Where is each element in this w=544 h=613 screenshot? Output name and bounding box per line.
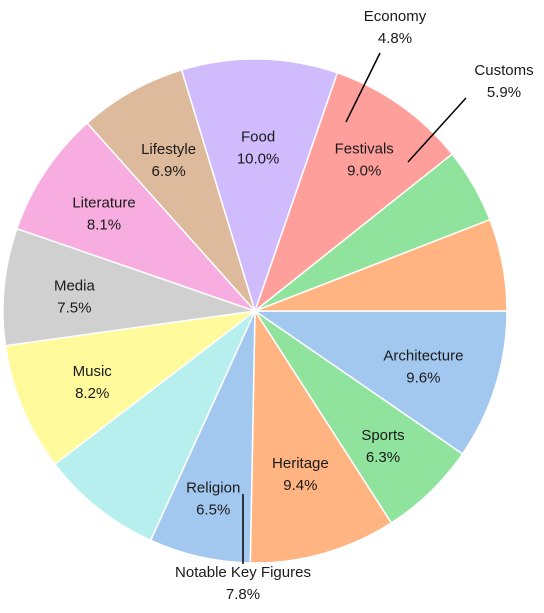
slice-name: Literature bbox=[72, 194, 135, 211]
leader-line-customs bbox=[407, 97, 467, 163]
slice-label-religion: Religion 6.5% bbox=[186, 479, 240, 518]
slice-percent: 6.9% bbox=[151, 163, 185, 180]
slice-percent: 7.5% bbox=[57, 299, 91, 316]
slice-percent: 7.8% bbox=[226, 586, 260, 603]
slice-label-customs: Customs 5.9% bbox=[474, 62, 533, 101]
slice-name: Heritage bbox=[272, 455, 329, 472]
slice-label-music: Music 8.2% bbox=[73, 363, 113, 402]
leader-lines bbox=[242, 52, 467, 564]
slice-label-economy: Economy 4.8% bbox=[364, 8, 427, 47]
slice-music bbox=[4, 309, 258, 466]
slice-percent: 6.5% bbox=[196, 501, 230, 518]
slice-labels: Architecture 9.6% Sports 6.3% Heritage 9.4% Re… bbox=[54, 8, 534, 603]
slice-heritage bbox=[249, 308, 393, 564]
slice-lifestyle bbox=[86, 68, 256, 312]
slice-customs bbox=[254, 218, 508, 312]
slice-label-architecture: Architecture 9.6% bbox=[383, 347, 463, 386]
slice-label-heritage: Heritage 9.4% bbox=[272, 455, 329, 494]
slice-percent: 5.9% bbox=[487, 84, 521, 101]
slice-name: Architecture bbox=[383, 347, 463, 364]
slice-notable-key-figures bbox=[53, 310, 256, 542]
slice-media bbox=[2, 227, 256, 347]
slice-label-lifestyle: Lifestyle 6.9% bbox=[141, 141, 196, 180]
slice-percent: 8.1% bbox=[87, 216, 121, 233]
slice-label-literature: Literature 8.1% bbox=[72, 194, 135, 233]
slice-food bbox=[180, 58, 339, 314]
slice-label-notable-key-figures: Notable Key Figures 7.8% bbox=[175, 564, 311, 603]
pie-slices bbox=[2, 58, 508, 564]
slice-label-food: Food 10.0% bbox=[237, 129, 280, 168]
slice-architecture bbox=[252, 310, 508, 455]
slice-name: Notable Key Figures bbox=[175, 564, 311, 581]
slice-literature bbox=[15, 121, 258, 313]
slice-name: Lifestyle bbox=[141, 141, 196, 158]
slice-label-media: Media 7.5% bbox=[54, 277, 96, 316]
slice-label-festivals: Festivals 9.0% bbox=[335, 141, 394, 180]
slice-percent: 4.8% bbox=[378, 30, 412, 47]
slice-percent: 9.6% bbox=[406, 369, 440, 386]
slice-percent: 10.0% bbox=[237, 151, 280, 168]
slice-name: Food bbox=[241, 129, 275, 146]
slice-percent: 8.2% bbox=[75, 385, 109, 402]
slice-name: Customs bbox=[474, 62, 533, 79]
slice-percent: 6.3% bbox=[366, 449, 400, 466]
slice-percent: 9.4% bbox=[283, 477, 317, 494]
slice-label-sports: Sports 6.3% bbox=[361, 427, 404, 466]
slice-name: Sports bbox=[361, 427, 404, 444]
slice-percent: 9.0% bbox=[347, 163, 381, 180]
slice-name: Economy bbox=[364, 8, 427, 25]
slice-name: Festivals bbox=[335, 141, 394, 158]
slice-festivals bbox=[253, 71, 454, 314]
slice-name: Music bbox=[73, 363, 113, 380]
slice-name: Religion bbox=[186, 479, 240, 496]
leader-line-economy bbox=[345, 52, 381, 123]
slice-name: Media bbox=[54, 277, 96, 294]
